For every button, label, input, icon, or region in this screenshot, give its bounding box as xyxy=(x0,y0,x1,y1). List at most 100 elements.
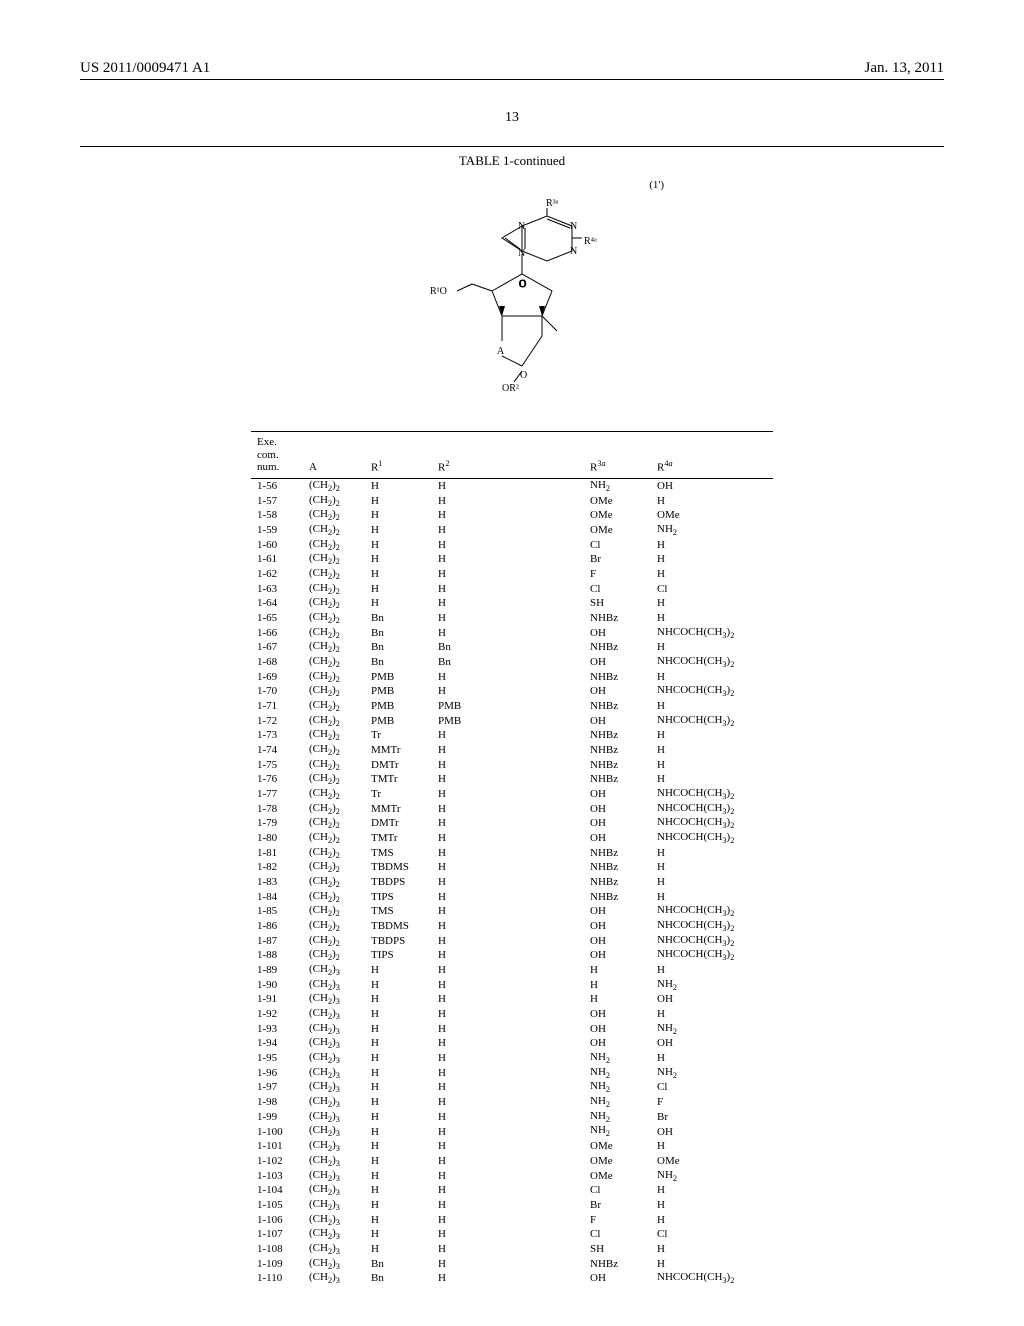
cell-r3a: NH2 xyxy=(584,1095,651,1110)
cell-r2: H xyxy=(432,1242,584,1257)
cell-a: (CH2)2 xyxy=(303,596,365,611)
cell-r1: H xyxy=(365,1169,432,1184)
cell-r2: H xyxy=(432,508,584,523)
cell-r3a: NH2 xyxy=(584,1124,651,1139)
cell-r4a: OMe xyxy=(651,508,773,523)
cell-r1: H xyxy=(365,1036,432,1051)
cell-num: 1-57 xyxy=(251,494,303,509)
cell-a: (CH2)3 xyxy=(303,978,365,993)
cell-r4a: Cl xyxy=(651,1227,773,1242)
cell-r1: TBDPS xyxy=(365,934,432,949)
cell-num: 1-64 xyxy=(251,596,303,611)
table-row: 1-81(CH2)2TMSHNHBzH xyxy=(251,846,773,861)
table-row: 1-95(CH2)3HHNH2H xyxy=(251,1051,773,1066)
cell-r2: H xyxy=(432,728,584,743)
cell-r4a: Cl xyxy=(651,1080,773,1095)
table-row: 1-85(CH2)2TMSHOHNHCOCH(CH3)2 xyxy=(251,904,773,919)
cell-r1: PMB xyxy=(365,670,432,685)
cell-r2: H xyxy=(432,890,584,905)
cell-num: 1-83 xyxy=(251,875,303,890)
page: US 2011/0009471 A1 Jan. 13, 2011 13 TABL… xyxy=(0,0,1024,1326)
page-header: US 2011/0009471 A1 Jan. 13, 2011 xyxy=(80,60,944,80)
cell-r2: H xyxy=(432,567,584,582)
cell-num: 1-59 xyxy=(251,523,303,538)
cell-r2: H xyxy=(432,743,584,758)
cell-a: (CH2)3 xyxy=(303,1242,365,1257)
cell-a: (CH2)2 xyxy=(303,626,365,641)
chemical-structure: R³ᵃ N N N N R⁴ᵃ O R¹O A O xyxy=(80,196,944,411)
cell-r4a: H xyxy=(651,963,773,978)
cell-r4a: NHCOCH(CH3)2 xyxy=(651,831,773,846)
cell-num: 1-80 xyxy=(251,831,303,846)
cell-r1: TBDMS xyxy=(365,919,432,934)
svg-text:OR²: OR² xyxy=(502,383,519,394)
cell-num: 1-100 xyxy=(251,1124,303,1139)
cell-r3a: Cl xyxy=(584,538,651,553)
cell-r2: H xyxy=(432,802,584,817)
table-row: 1-59(CH2)2HHOMeNH2 xyxy=(251,523,773,538)
cell-r3a: NH2 xyxy=(584,1066,651,1081)
cell-a: (CH2)3 xyxy=(303,992,365,1007)
cell-r2: H xyxy=(432,787,584,802)
compound-table: Exe. com. num. A R1 R2 R3a R4a 1-56(CH2)… xyxy=(251,431,773,1286)
cell-r2: PMB xyxy=(432,714,584,729)
cell-r4a: NH2 xyxy=(651,523,773,538)
cell-r3a: OH xyxy=(584,714,651,729)
cell-r3a: Cl xyxy=(584,1183,651,1198)
table-row: 1-98(CH2)3HHNH2F xyxy=(251,1095,773,1110)
table-row: 1-61(CH2)2HHBrH xyxy=(251,552,773,567)
cell-a: (CH2)2 xyxy=(303,787,365,802)
cell-a: (CH2)2 xyxy=(303,714,365,729)
table-title: TABLE 1-continued xyxy=(80,146,944,169)
cell-r3a: OH xyxy=(584,1271,651,1286)
table-row: 1-65(CH2)2BnHNHBzH xyxy=(251,611,773,626)
cell-r3a: NHBz xyxy=(584,699,651,714)
table-row: 1-72(CH2)2PMBPMBOHNHCOCH(CH3)2 xyxy=(251,714,773,729)
table-row: 1-60(CH2)2HHClH xyxy=(251,538,773,553)
cell-r2: H xyxy=(432,1183,584,1198)
cell-r2: H xyxy=(432,1227,584,1242)
cell-r4a: H xyxy=(651,552,773,567)
cell-a: (CH2)3 xyxy=(303,1271,365,1286)
table-row: 1-105(CH2)3HHBrH xyxy=(251,1198,773,1213)
cell-r2: H xyxy=(432,1080,584,1095)
cell-a: (CH2)2 xyxy=(303,478,365,493)
col-header-r2: R2 xyxy=(432,432,584,479)
cell-num: 1-86 xyxy=(251,919,303,934)
cell-r4a: H xyxy=(651,1051,773,1066)
cell-r1: Bn xyxy=(365,611,432,626)
cell-r4a: H xyxy=(651,875,773,890)
cell-num: 1-90 xyxy=(251,978,303,993)
cell-a: (CH2)2 xyxy=(303,860,365,875)
cell-a: (CH2)3 xyxy=(303,1110,365,1125)
table-row: 1-74(CH2)2MMTrHNHBzH xyxy=(251,743,773,758)
cell-r4a: H xyxy=(651,758,773,773)
cell-a: (CH2)2 xyxy=(303,948,365,963)
cell-r1: H xyxy=(365,1051,432,1066)
cell-r4a: H xyxy=(651,1139,773,1154)
cell-r4a: NHCOCH(CH3)2 xyxy=(651,684,773,699)
table-row: 1-75(CH2)2DMTrHNHBzH xyxy=(251,758,773,773)
cell-num: 1-73 xyxy=(251,728,303,743)
cell-a: (CH2)2 xyxy=(303,919,365,934)
cell-r2: H xyxy=(432,978,584,993)
cell-r1: DMTr xyxy=(365,758,432,773)
cell-r3a: NHBz xyxy=(584,890,651,905)
cell-a: (CH2)3 xyxy=(303,1036,365,1051)
cell-r2: H xyxy=(432,670,584,685)
cell-r3a: H xyxy=(584,978,651,993)
cell-num: 1-102 xyxy=(251,1154,303,1169)
table-row: 1-100(CH2)3HHNH2OH xyxy=(251,1124,773,1139)
table-row: 1-88(CH2)2TIPSHOHNHCOCH(CH3)2 xyxy=(251,948,773,963)
cell-r3a: NHBz xyxy=(584,670,651,685)
cell-num: 1-67 xyxy=(251,640,303,655)
cell-r3a: NHBz xyxy=(584,772,651,787)
cell-r1: TMTr xyxy=(365,772,432,787)
table-row: 1-110(CH2)3BnHOHNHCOCH(CH3)2 xyxy=(251,1271,773,1286)
cell-a: (CH2)2 xyxy=(303,875,365,890)
cell-a: (CH2)2 xyxy=(303,567,365,582)
table-row: 1-101(CH2)3HHOMeH xyxy=(251,1139,773,1154)
cell-a: (CH2)2 xyxy=(303,699,365,714)
cell-r2: H xyxy=(432,626,584,641)
cell-r1: H xyxy=(365,992,432,1007)
